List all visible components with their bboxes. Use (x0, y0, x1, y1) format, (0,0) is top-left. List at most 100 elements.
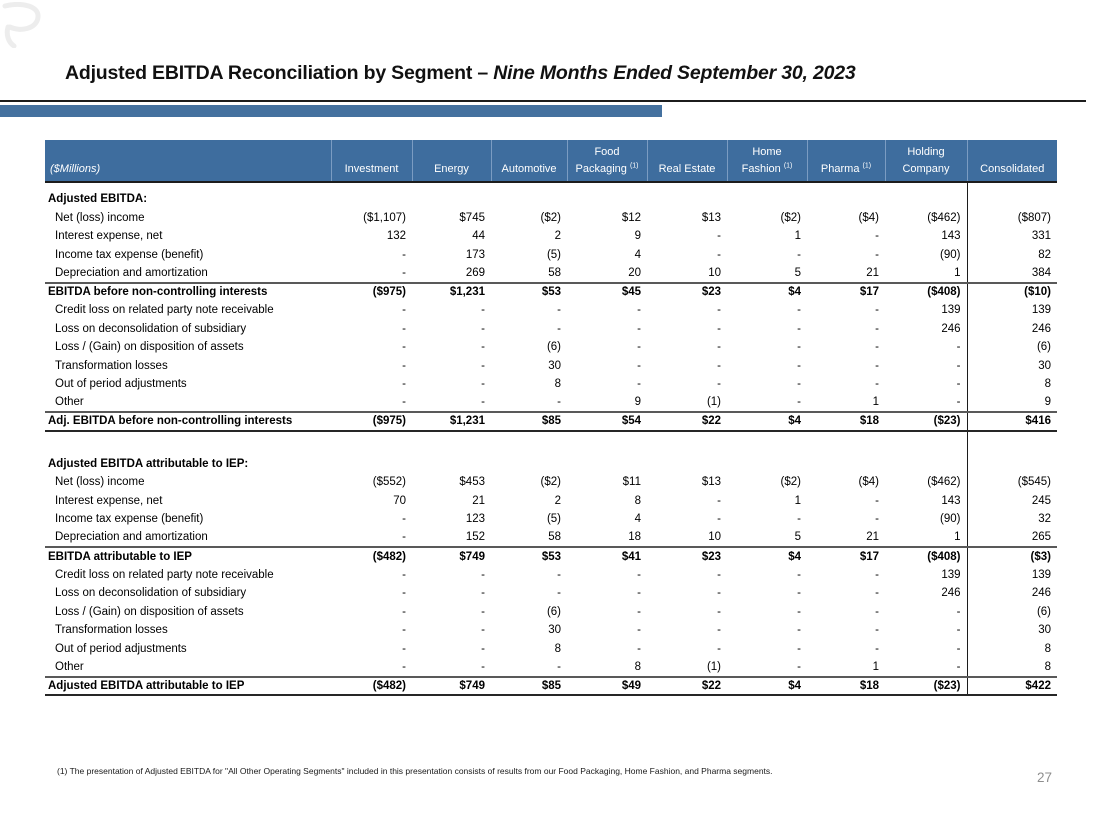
row-label: Depreciation and amortization (55, 266, 208, 279)
cell-value: - (956, 660, 961, 673)
cell-value: - (557, 396, 561, 409)
cell-value: 139 (966, 565, 1057, 584)
cell-value: - (637, 378, 641, 391)
cell-value: 30 (966, 356, 1057, 375)
table-row: Interest expense, net 70 21 2 8 - 1 - 143 245 (45, 491, 1057, 510)
cell-value: (90) (940, 248, 961, 261)
cell-value: - (956, 341, 961, 354)
table-row: Net (loss) income ($1,107) $745 ($2) $12 $13 (… (45, 208, 1057, 227)
cell-value: 269 (465, 266, 485, 279)
section-heading-row: Adjusted EBITDA: (45, 190, 1057, 209)
title-main-text: Adjusted EBITDA Reconciliation by Segmen… (65, 62, 494, 84)
cell-value: $745 (459, 211, 485, 224)
table-row: Income tax expense (benefit) - 123 (5) 4 - - - (… (45, 510, 1057, 529)
cell-value: $422 (966, 675, 1057, 696)
cell-value: $4 (727, 546, 807, 566)
table-row: Income tax expense (benefit) - 173 (5) 4 - - - (… (45, 245, 1057, 264)
column-header: Consolidated (966, 140, 1057, 183)
cell-value: - (402, 531, 406, 544)
cell-value: - (875, 587, 879, 600)
cell-value: 58 (548, 266, 561, 279)
cell-value: ($4) (858, 211, 879, 224)
cell-value: - (875, 494, 879, 507)
cell-value: $1,231 (412, 411, 491, 432)
spacer-row (45, 182, 1057, 190)
cell-value: 10 (708, 531, 721, 544)
cell-value: - (797, 378, 801, 391)
cell-value: $17 (807, 546, 885, 566)
section-heading: Adjusted EBITDA attributable to IEP: (48, 457, 249, 470)
cell-value: - (402, 248, 406, 261)
cell-value: - (875, 642, 879, 655)
cell-value: - (481, 322, 485, 335)
cell-value: - (557, 660, 561, 673)
row-label: EBITDA attributable to IEP (45, 546, 331, 566)
cell-value: 21 (866, 266, 879, 279)
cell-value: $749 (412, 546, 491, 566)
cell-value: $749 (412, 675, 491, 696)
cell-value: 2 (554, 230, 561, 243)
cell-value: 143 (941, 494, 961, 507)
cell-value: $13 (701, 211, 721, 224)
cell-value: 246 (941, 322, 961, 335)
table-row: Out of period adjustments - -8- - - - -8 (45, 639, 1057, 658)
table-row: Out of period adjustments - -8- - - - -8 (45, 375, 1057, 394)
cell-value: $53 (491, 281, 567, 301)
cell-value: 139 (966, 301, 1057, 320)
cell-value: $17 (807, 281, 885, 301)
table-row: Depreciation and amortization - 152 58 18 10 5… (45, 528, 1057, 547)
cell-value: $4 (727, 411, 807, 432)
cell-value: - (875, 378, 879, 391)
cell-value: $85 (491, 675, 567, 696)
cell-value: - (956, 642, 961, 655)
cell-value: - (875, 568, 879, 581)
table-row: Loss on deconsolidation of subsidiary - - -… (45, 319, 1057, 338)
cell-value: ($807) (966, 208, 1057, 227)
cell-value: - (717, 513, 721, 526)
row-label: Net (loss) income (55, 476, 145, 489)
cell-value: - (557, 587, 561, 600)
cell-value: - (875, 248, 879, 261)
logo-watermark (2, 2, 41, 48)
row-label: Other (55, 660, 84, 673)
table-row: EBITDA attributable to IEP ($482) $749 $53 $… (45, 546, 1057, 566)
cell-value: 384 (966, 264, 1057, 283)
cell-value: - (956, 396, 961, 409)
cell-value: ($408) (885, 546, 967, 566)
cell-value: 9 (634, 230, 641, 243)
cell-value: 9 (634, 396, 641, 409)
table-row: Net (loss) income ($552) $453 ($2) $11 $13 ($2… (45, 473, 1057, 492)
column-header: Real Estate (646, 140, 727, 183)
column-header: Investment (330, 140, 412, 183)
column-header: Automotive (490, 140, 567, 183)
cell-value: - (637, 587, 641, 600)
cell-value: - (637, 359, 641, 372)
table-header-row: ($Millions) Investment Energy Automotive Foo… (45, 140, 1057, 183)
cell-value: $13 (701, 476, 721, 489)
cell-value: $23 (647, 281, 727, 301)
cell-value: ($3) (966, 546, 1057, 566)
cell-value: ($23) (885, 675, 967, 696)
cell-value: - (481, 660, 485, 673)
cell-value: - (637, 322, 641, 335)
unit-label: ($Millions) (45, 140, 331, 183)
cell-value: - (797, 396, 801, 409)
cell-value: - (717, 322, 721, 335)
cell-value: $85 (491, 411, 567, 432)
cell-value: - (875, 359, 879, 372)
cell-value: 4 (634, 248, 641, 261)
cell-value: - (717, 605, 721, 618)
cell-value: - (717, 359, 721, 372)
cell-value: - (956, 624, 961, 637)
cell-value: - (717, 341, 721, 354)
table-row: Interest expense, net 132 44 2 9 - 1 - 143 331 (45, 227, 1057, 246)
cell-value: $23 (647, 546, 727, 566)
cell-value: ($482) (331, 675, 412, 696)
cell-value: - (717, 230, 721, 243)
cell-value: - (481, 304, 485, 317)
cell-value: 245 (966, 491, 1057, 510)
page-number: 27 (1036, 770, 1052, 785)
cell-value: - (637, 605, 641, 618)
cell-value: - (557, 304, 561, 317)
